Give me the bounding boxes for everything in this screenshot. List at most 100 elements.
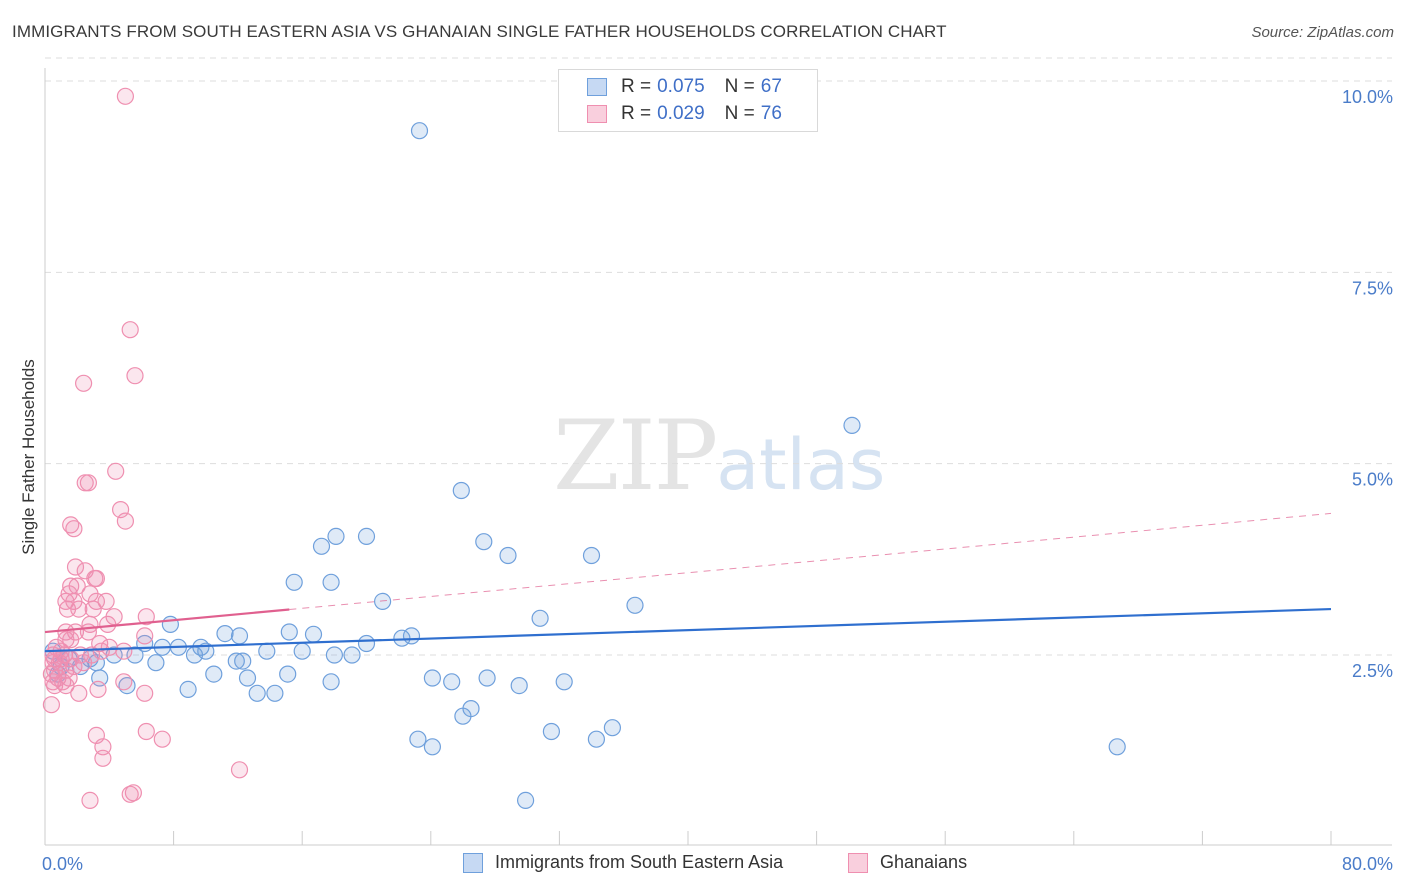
- point-pink: [74, 654, 93, 672]
- legend-n-label: N =: [724, 76, 755, 97]
- legend-row-pink: R = 0.029 N = 76: [587, 102, 782, 126]
- x-tick-label: 0.0%: [42, 854, 83, 874]
- point-pink: [65, 520, 83, 538]
- point-blue: [126, 646, 144, 664]
- y-tick-label: 10.0%: [1342, 87, 1393, 107]
- trend-line-pink-solid: [44, 608, 290, 634]
- point-blue: [197, 642, 215, 660]
- point-blue: [478, 669, 496, 687]
- y-axis-label: Single Father Households: [19, 359, 38, 555]
- point-blue: [410, 122, 429, 140]
- point-blue: [293, 642, 311, 660]
- point-blue: [343, 646, 361, 664]
- point-blue: [475, 533, 493, 551]
- point-blue: [234, 652, 252, 670]
- point-blue: [582, 546, 601, 565]
- point-blue: [452, 481, 470, 500]
- point-pink: [94, 749, 112, 767]
- legend-n-label: N =: [724, 103, 755, 124]
- gridlines: [45, 57, 1392, 656]
- point-blue: [304, 625, 323, 643]
- point-pink: [99, 615, 117, 634]
- point-pink: [126, 367, 144, 385]
- point-blue: [238, 669, 257, 687]
- point-blue: [312, 537, 331, 555]
- point-pink: [230, 761, 249, 779]
- point-blue: [205, 665, 223, 683]
- bottom-legend-pink: Ghanaians: [848, 852, 967, 873]
- point-pink: [42, 696, 61, 714]
- point-blue: [216, 624, 234, 643]
- point-pink: [89, 680, 107, 699]
- point-pink: [121, 321, 139, 339]
- point-blue: [1108, 738, 1126, 756]
- legend-row-blue: R = 0.075 N = 67: [587, 75, 782, 99]
- legend-n-value: 67: [760, 76, 782, 97]
- point-pink: [115, 673, 133, 691]
- bottom-legend-blue: Immigrants from South Eastern Asia: [463, 852, 783, 873]
- y-tick-label: 5.0%: [1352, 470, 1393, 490]
- legend-n-value: 76: [760, 103, 782, 124]
- point-blue: [603, 719, 622, 737]
- point-blue: [357, 634, 376, 653]
- legend: R = 0.075 N = 67 R = 0.029 N = 76: [558, 69, 818, 132]
- point-pink: [66, 558, 85, 576]
- point-blue: [443, 673, 461, 691]
- y-tick-label: 7.5%: [1352, 278, 1393, 298]
- tick-labels: 2.5% 5.0% 7.5% 10.0% 0.0% 80.0%: [42, 87, 1393, 874]
- data-points: [42, 87, 1126, 810]
- point-pink: [87, 569, 106, 588]
- point-blue: [402, 627, 421, 645]
- point-blue: [322, 673, 340, 691]
- point-blue: [258, 642, 276, 660]
- point-pink: [115, 642, 133, 660]
- point-pink: [81, 791, 99, 810]
- point-blue: [423, 738, 441, 756]
- point-blue: [230, 627, 249, 645]
- point-blue: [179, 680, 197, 699]
- point-blue: [161, 615, 179, 634]
- legend-swatch-blue: [587, 78, 607, 96]
- point-blue: [266, 684, 284, 702]
- point-pink: [62, 631, 80, 649]
- point-blue: [555, 673, 573, 691]
- point-blue: [499, 546, 517, 565]
- point-blue: [248, 684, 266, 702]
- point-pink: [84, 600, 102, 618]
- point-blue: [454, 707, 472, 725]
- x-tick-label: 80.0%: [1342, 854, 1393, 874]
- point-blue: [542, 722, 561, 741]
- watermark: ZIPatlas: [553, 400, 885, 512]
- point-pink: [116, 87, 135, 105]
- point-blue: [322, 573, 340, 591]
- point-pink: [79, 474, 98, 492]
- trend-line-pink-dashed: [289, 512, 1332, 610]
- point-blue: [327, 527, 345, 546]
- point-blue: [423, 669, 441, 687]
- point-pink: [57, 676, 75, 695]
- point-blue: [531, 609, 549, 627]
- point-blue: [185, 646, 204, 664]
- point-blue: [516, 791, 535, 810]
- point-blue: [357, 527, 376, 546]
- point-pink: [137, 722, 155, 741]
- point-pink: [137, 608, 155, 626]
- point-pink: [92, 642, 110, 660]
- point-pink: [153, 730, 171, 748]
- axes: [44, 68, 1392, 846]
- watermark-atlas: atlas: [716, 424, 886, 506]
- legend-r-label: R =: [621, 76, 652, 97]
- point-pink: [107, 462, 125, 480]
- point-pink: [97, 592, 115, 611]
- legend-r-label: R =: [621, 103, 652, 124]
- point-blue: [843, 416, 861, 434]
- legend-r-value: 0.029: [657, 103, 705, 124]
- point-blue: [227, 652, 245, 670]
- y-tick-label: 2.5%: [1352, 661, 1393, 681]
- point-pink: [116, 512, 135, 530]
- point-blue: [279, 665, 297, 683]
- bottom-legend-swatch-pink: [848, 852, 868, 873]
- point-blue: [510, 676, 528, 695]
- point-pink: [136, 627, 154, 645]
